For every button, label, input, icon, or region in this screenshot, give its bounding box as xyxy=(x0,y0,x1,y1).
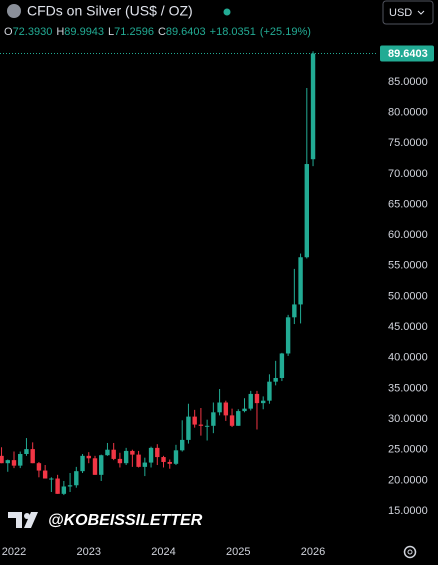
y-tick-label: 45.0000 xyxy=(388,321,428,333)
ohlc-value: 89.9943 xyxy=(64,26,104,38)
candle-body xyxy=(123,450,129,464)
y-tick-label: 30.0000 xyxy=(388,413,428,425)
candle-body xyxy=(254,393,260,404)
y-tick-label: 70.0000 xyxy=(388,168,428,180)
currency-label: USD xyxy=(389,7,412,19)
symbol-icon xyxy=(7,4,21,18)
candle-body xyxy=(310,53,316,160)
candle-body xyxy=(74,471,79,486)
candle-body xyxy=(192,416,197,425)
candle-body xyxy=(24,449,29,455)
ohlc-key: O xyxy=(4,26,13,38)
candle-body xyxy=(223,402,229,416)
ohlc-row: O72.3930 H89.9943 L71.2596 C89.6403 +18.0351… xyxy=(4,26,311,38)
change-pct: (+25.19%) xyxy=(260,26,311,38)
ohlc-key: H xyxy=(56,26,64,38)
y-tick-label: 55.0000 xyxy=(388,260,428,272)
candle-body xyxy=(111,449,116,459)
candle-body xyxy=(42,470,48,479)
candle-body xyxy=(229,415,235,426)
chart-title: CFDs on Silver (US$ / OZ) xyxy=(27,3,193,19)
candle-body xyxy=(298,257,303,305)
ohlc-key: C xyxy=(158,26,166,38)
candle-body xyxy=(261,400,266,404)
x-tick-label: 2026 xyxy=(301,546,325,558)
ohlc-value: 89.6403 xyxy=(166,26,206,38)
x-tick-label: 2022 xyxy=(2,546,26,558)
price-axis: 15.0000 20.0000 25.0000 30.0000 35.0000 40.00… xyxy=(2,76,428,558)
y-tick-label: 60.0000 xyxy=(388,229,428,241)
y-tick-label: 35.0000 xyxy=(388,382,428,394)
candle-body xyxy=(279,353,285,378)
candle-body xyxy=(142,462,148,467)
candle-body xyxy=(167,461,172,464)
ohlc-value: 71.2596 xyxy=(114,26,154,38)
dropdown-arrow xyxy=(417,10,425,15)
candle-body xyxy=(105,449,110,456)
candle-body xyxy=(155,447,160,458)
tv-logo xyxy=(8,512,38,528)
candle-body xyxy=(198,424,204,426)
candle-body xyxy=(242,408,247,412)
candle-body xyxy=(5,460,10,464)
candle-body xyxy=(292,304,297,318)
candle-body xyxy=(49,478,54,480)
y-tick-label: 25.0000 xyxy=(388,444,428,456)
plot-area xyxy=(0,51,316,496)
candle-body xyxy=(36,463,42,471)
last-price-label: 89.6403 xyxy=(388,48,428,60)
candle-body xyxy=(180,439,185,451)
candle-body xyxy=(86,455,91,459)
candle-body xyxy=(273,377,278,382)
status-dot xyxy=(223,8,231,16)
ohlc-key: L xyxy=(108,26,114,38)
y-tick-label: 85.0000 xyxy=(388,76,428,88)
x-tick-label: 2024 xyxy=(151,546,175,558)
candle-body xyxy=(267,381,272,401)
candle-body xyxy=(204,425,210,427)
watermark: @KOBEISSILETTER xyxy=(48,512,203,529)
y-tick-label: 75.0000 xyxy=(388,137,428,149)
candle-body xyxy=(11,460,17,466)
candle-body xyxy=(186,416,191,440)
currency-button[interactable] xyxy=(382,0,434,25)
y-tick-label: 20.0000 xyxy=(388,474,428,486)
candle-body xyxy=(18,454,23,466)
candle-body xyxy=(67,485,73,487)
candle-body xyxy=(61,486,67,494)
candle-body xyxy=(304,164,310,258)
candle-body xyxy=(80,455,85,472)
ohlc-value: 72.3930 xyxy=(13,26,53,38)
candle-body xyxy=(211,412,216,426)
x-tick-label: 2025 xyxy=(226,546,250,558)
y-tick-label: 80.0000 xyxy=(388,106,428,118)
candle-body xyxy=(0,455,4,464)
candle-body xyxy=(285,317,291,354)
candle-body xyxy=(148,447,154,463)
settings-icon[interactable] xyxy=(403,545,417,559)
candle-body xyxy=(130,450,135,455)
candle-body xyxy=(92,458,98,475)
candle-body xyxy=(99,455,104,475)
candle-body xyxy=(236,411,241,426)
y-tick-label: 40.0000 xyxy=(388,352,428,364)
candle-body xyxy=(248,393,253,409)
x-tick-label: 2023 xyxy=(77,546,101,558)
candle-body xyxy=(55,478,60,494)
candle-body xyxy=(136,454,141,467)
candle-body xyxy=(117,458,123,464)
y-tick-label: 50.0000 xyxy=(388,290,428,302)
change: +18.0351 xyxy=(210,26,256,38)
candle-body xyxy=(173,450,179,464)
candle-body xyxy=(161,457,166,462)
candle-body xyxy=(217,402,222,413)
y-tick-label: 65.0000 xyxy=(388,198,428,210)
last-price-box xyxy=(380,45,434,62)
y-tick-label: 15.0000 xyxy=(388,505,428,517)
candle-body xyxy=(30,449,35,464)
